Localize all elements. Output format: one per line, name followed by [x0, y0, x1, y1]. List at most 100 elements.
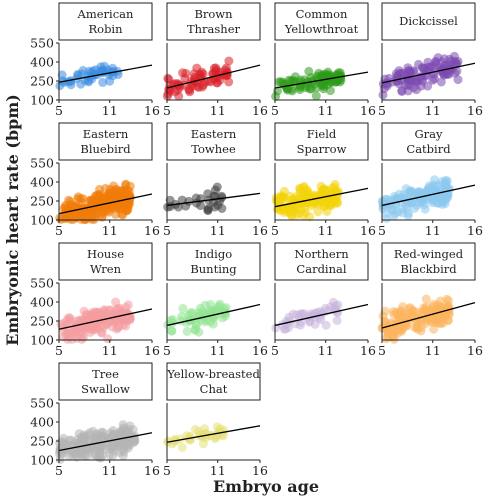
- data-point: [56, 444, 65, 454]
- panel-title-line: Wren: [90, 262, 122, 276]
- panel-title-line: Red-winged: [394, 247, 464, 261]
- data-point: [76, 79, 86, 89]
- x-tick-label: 11: [210, 343, 226, 358]
- data-point: [322, 207, 332, 216]
- y-tick-label: 250: [30, 194, 54, 209]
- data-point: [82, 444, 92, 454]
- data-point: [76, 432, 86, 442]
- x-tick-label: 16: [467, 343, 483, 358]
- x-tick-label: 5: [55, 103, 63, 118]
- data-point: [420, 204, 430, 214]
- data-point: [111, 297, 121, 307]
- panel-dickcissel: Dickcissel 5 11 16: [378, 2, 483, 118]
- panel-title-box: [58, 242, 153, 281]
- data-point: [429, 324, 439, 334]
- x-tick-label: 11: [102, 343, 118, 358]
- data-point: [98, 77, 108, 87]
- x-tick-label: 11: [425, 343, 441, 358]
- data-point: [313, 207, 323, 217]
- x-tick-label: 11: [102, 463, 118, 478]
- data-point: [73, 69, 83, 79]
- panel-title-line: Eastern: [191, 127, 237, 141]
- fit-line: [166, 64, 261, 89]
- panel-title-box: [58, 362, 153, 401]
- data-point: [122, 315, 132, 324]
- panel-title-line: Sparrow: [297, 142, 347, 156]
- data-point: [115, 447, 125, 457]
- data-point: [394, 79, 404, 89]
- panel-title-box: [274, 2, 369, 41]
- x-tick-label: 16: [360, 223, 376, 238]
- fit-line: [58, 64, 153, 83]
- y-tick-label: 250: [30, 314, 54, 329]
- data-point: [61, 329, 71, 339]
- panel-title-line: Field: [307, 127, 337, 141]
- data-point: [428, 61, 438, 71]
- data-point: [303, 82, 313, 92]
- data-point: [121, 179, 131, 189]
- panel-title-line: Brown: [194, 7, 233, 21]
- data-point: [198, 80, 208, 90]
- data-point: [74, 211, 84, 221]
- data-point: [442, 176, 452, 186]
- x-tick-label: 16: [144, 223, 160, 238]
- x-tick-label: 11: [318, 223, 334, 238]
- x-tick-label: 5: [271, 103, 279, 118]
- data-point: [432, 198, 442, 208]
- data-point: [69, 325, 79, 334]
- panel-title-line: Yellow-breasted: [166, 367, 260, 381]
- panel-title-line: Catbird: [406, 142, 451, 156]
- data-point: [397, 325, 407, 334]
- x-tick-label: 16: [467, 103, 483, 118]
- data-point: [401, 184, 411, 194]
- y-tick-label: 400: [30, 295, 54, 310]
- data-point: [328, 197, 338, 207]
- data-point: [177, 195, 187, 205]
- fit-line: [381, 62, 476, 84]
- data-point: [195, 303, 205, 313]
- x-tick-label: 16: [144, 463, 160, 478]
- x-tick-label: 5: [163, 223, 171, 238]
- data-point: [55, 213, 65, 223]
- panel-title-line: Swallow: [81, 382, 130, 396]
- panel-title-box: [58, 122, 153, 161]
- data-point: [410, 322, 420, 332]
- data-point: [316, 310, 325, 319]
- data-point: [66, 435, 76, 445]
- data-point: [98, 427, 108, 437]
- data-point: [208, 319, 218, 329]
- data-point: [323, 80, 333, 90]
- fit-line: [166, 303, 261, 327]
- x-tick-label: 11: [102, 223, 118, 238]
- x-tick-label: 11: [102, 103, 118, 118]
- panel-title-box: [381, 122, 476, 161]
- data-point: [123, 300, 133, 310]
- y-tick-label: 100: [30, 213, 54, 228]
- x-tick-label: 11: [318, 103, 334, 118]
- panel-title-line: Bluebird: [80, 142, 131, 156]
- panel-title-line: Robin: [88, 22, 123, 36]
- panel-title-box: [381, 2, 476, 41]
- data-point: [423, 81, 433, 91]
- data-point: [429, 180, 438, 190]
- data-point: [389, 334, 399, 344]
- x-tick-label: 16: [360, 103, 376, 118]
- data-point: [116, 309, 125, 319]
- data-point: [178, 303, 188, 313]
- x-tick-label: 5: [55, 463, 63, 478]
- data-point: [173, 85, 183, 95]
- data-point: [428, 75, 438, 85]
- fit-line: [381, 302, 476, 329]
- x-tick-label: 5: [163, 103, 171, 118]
- y-tick-label: 400: [30, 175, 54, 190]
- y-tick-label: 400: [30, 55, 54, 70]
- data-point: [397, 204, 407, 214]
- panel-title-line: Eastern: [83, 127, 129, 141]
- data-point: [67, 334, 77, 344]
- data-point: [224, 56, 234, 66]
